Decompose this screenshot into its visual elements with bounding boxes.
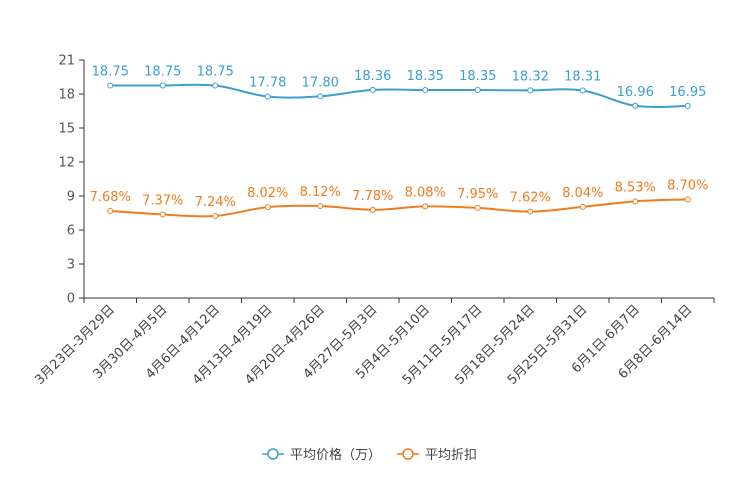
data-label: 18.75 [92,65,129,80]
data-point [369,206,376,213]
data-label: 18.75 [197,65,234,80]
data-label: 8.70% [667,178,708,193]
legend-marker [402,448,414,460]
data-point [159,211,166,218]
data-point [422,87,429,94]
data-label: 18.75 [144,65,181,80]
data-point [317,202,324,209]
series-line-1 [110,198,688,218]
y-tick-label: 18 [58,88,75,103]
y-tick-label: 21 [58,54,75,69]
data-point [212,212,219,219]
data-label: 8.12% [300,185,341,200]
legend-item-1[interactable]: 平均折扣 [397,448,477,463]
data-point [107,207,114,214]
data-point [317,93,324,100]
data-label: 17.78 [249,75,286,90]
data-point [264,93,271,100]
data-point [579,87,586,94]
data-point [369,86,376,93]
data-label: 7.78% [352,189,393,204]
y-tick-label: 12 [58,156,75,171]
data-point [264,204,271,211]
data-label: 8.04% [562,186,603,201]
y-tick-label: 15 [58,122,75,137]
data-label: 7.95% [457,187,498,202]
series-line-0 [110,83,688,109]
data-point [422,203,429,210]
data-label: 16.96 [617,85,654,100]
data-label: 17.80 [302,75,339,90]
data-label: 7.68% [90,190,131,205]
data-point [527,208,534,215]
data-label: 18.31 [564,69,601,84]
x-axis-ticks: 3月23日-3月29日3月30日-4月5日4月6日-4月12日4月13日-4月1… [32,298,715,388]
legend-item-0[interactable]: 平均价格（万） [262,447,381,463]
data-label: 18.35 [459,69,496,84]
data-label: 8.02% [247,186,288,201]
data-point [474,87,481,94]
legend-label: 平均折扣 [425,448,477,463]
y-tick-label: 0 [67,292,75,307]
y-tick-label: 6 [67,224,75,239]
data-label: 7.24% [195,195,236,210]
data-point [684,196,691,203]
data-point [579,203,586,210]
data-label: 8.53% [615,180,656,195]
y-tick-label: 9 [67,190,75,205]
legend-label: 平均价格（万） [290,447,381,463]
data-label: 18.32 [512,69,549,84]
y-axis-ticks: 0 3 6 9 12 15 18 21 [58,54,84,307]
data-point [632,198,639,205]
data-label: 8.08% [405,185,446,200]
data-label: 18.36 [354,69,391,84]
data-point [632,102,639,109]
legend[interactable]: 平均价格（万） 平均折扣 [262,447,477,463]
data-point [527,87,534,94]
data-label: 7.37% [142,193,183,208]
data-label: 7.62% [510,191,551,206]
legend-marker [267,448,279,460]
data-label: 16.95 [669,85,706,100]
series-group: 18.75 18.75 18.75 17.78 17.80 18.36 18.35 18.35… [90,65,708,219]
data-point [159,82,166,89]
y-tick-label: 3 [67,258,75,273]
data-point [474,204,481,211]
data-point [212,82,219,89]
data-point [107,82,114,89]
data-label: 18.35 [407,69,444,84]
data-point [684,102,691,109]
